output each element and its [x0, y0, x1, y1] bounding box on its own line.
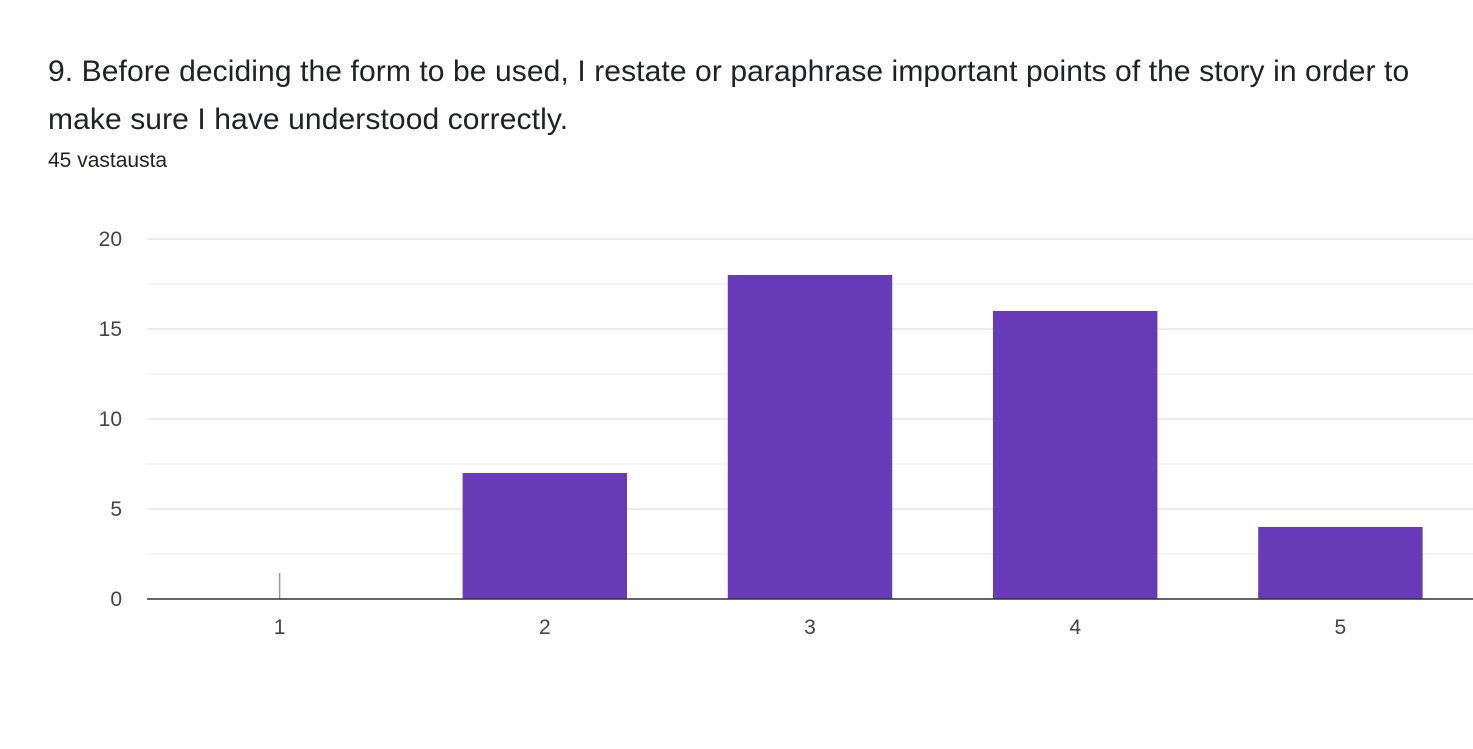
bars: [278, 275, 1423, 599]
y-tick-label: 20: [99, 228, 122, 251]
y-tick-label: 10: [99, 408, 122, 431]
x-tick-label: 3: [804, 616, 816, 639]
y-tick-label: 15: [99, 318, 122, 341]
x-tick-label: 5: [1335, 616, 1347, 639]
x-tick-label: 4: [1069, 616, 1081, 639]
y-tick-label: 5: [110, 498, 122, 521]
bar-2[interactable]: [462, 473, 628, 599]
bar-4[interactable]: [992, 311, 1158, 599]
x-tick-label: 2: [539, 616, 551, 639]
x-tick-label: 1: [274, 616, 286, 639]
question-title: 9. Before deciding the form to be used, …: [48, 55, 1410, 136]
response-count: 45 vastausta: [48, 149, 168, 172]
y-axis-labels: 0 5 10 15 20: [99, 228, 122, 611]
y-tick-label: 0: [110, 588, 122, 611]
bar-5[interactable]: [1258, 527, 1423, 599]
x-axis-labels: 1 2 3 4 5: [274, 616, 1346, 639]
bar-3[interactable]: [727, 275, 893, 599]
